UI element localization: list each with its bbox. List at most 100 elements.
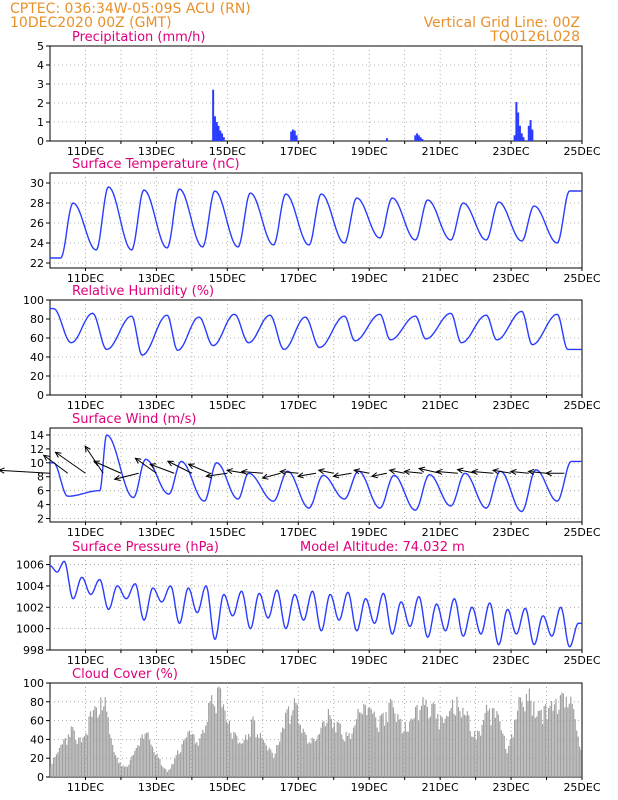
cloud-bar bbox=[506, 753, 508, 777]
precip-bar bbox=[527, 125, 530, 141]
cloud-bar bbox=[444, 718, 446, 777]
header-run-date: 10DEC2020 00Z (GMT) bbox=[10, 15, 172, 31]
wind-arrow-head bbox=[149, 463, 157, 469]
cloud-bar bbox=[502, 733, 504, 777]
y-tick-label: 2 bbox=[37, 513, 44, 526]
cloud-bar bbox=[89, 711, 92, 777]
cloud-bar bbox=[292, 710, 294, 777]
x-tick-label: 11DEC bbox=[67, 399, 104, 412]
panel-title: Surface Pressure (hPa) bbox=[72, 540, 219, 555]
wind-arrow-head bbox=[279, 468, 287, 476]
x-tick-label: 19DEC bbox=[351, 781, 388, 794]
y-tick-label: 5 bbox=[37, 40, 44, 53]
wind-arrow-head bbox=[545, 470, 552, 477]
cloud-bar bbox=[345, 731, 347, 777]
cloud-bar bbox=[154, 755, 157, 777]
cloud-bar bbox=[351, 733, 353, 777]
x-tick-label: 21DEC bbox=[422, 781, 459, 794]
x-tick-label: 25DEC bbox=[563, 781, 600, 794]
cloud-bar bbox=[206, 721, 208, 777]
wind-arrow bbox=[206, 472, 228, 477]
cloud-bar bbox=[316, 739, 318, 777]
cloud-bar bbox=[191, 733, 194, 777]
cloud-bar bbox=[469, 731, 471, 777]
cloud-bar bbox=[385, 712, 387, 777]
panel-2: Relative Humidity (%) 0 20 40 60 80 100 11DEC 13… bbox=[23, 284, 601, 412]
wind-arrow-head bbox=[509, 468, 517, 476]
x-tick-label: 19DEC bbox=[351, 654, 388, 667]
cloud-bar bbox=[82, 737, 84, 777]
cloud-bar bbox=[181, 744, 183, 777]
precip-bar bbox=[295, 135, 298, 141]
cloud-bar bbox=[493, 708, 495, 777]
cloud-bar bbox=[256, 734, 259, 777]
precip-bar bbox=[385, 138, 388, 141]
cloud-bar bbox=[197, 745, 199, 777]
cloud-bar bbox=[193, 734, 195, 777]
x-tick-label: 11DEC bbox=[67, 654, 104, 667]
cloud-bar bbox=[540, 709, 542, 777]
cloud-bar bbox=[151, 746, 154, 777]
cloud-bar bbox=[270, 749, 272, 777]
x-tick-label: 11DEC bbox=[67, 145, 104, 158]
header-grid-line: Vertical Grid Line: 00Z bbox=[423, 15, 580, 31]
cloud-bar bbox=[109, 734, 111, 777]
cloud-bar bbox=[248, 733, 250, 777]
cloud-bar bbox=[188, 730, 191, 777]
cloud-bar bbox=[146, 732, 148, 777]
cloud-bar bbox=[336, 721, 338, 777]
cloud-bar bbox=[531, 715, 533, 777]
wind-arrow bbox=[492, 469, 512, 474]
cloud-bar bbox=[453, 713, 455, 777]
cloud-bar bbox=[539, 710, 541, 777]
cloud-bar bbox=[401, 733, 403, 777]
x-tick-label: 17DEC bbox=[280, 272, 317, 285]
wind-arrow bbox=[333, 472, 352, 477]
wind-arrow-head bbox=[0, 467, 5, 474]
cloud-bar bbox=[249, 736, 251, 777]
cloud-bar bbox=[363, 703, 365, 777]
cloud-bar bbox=[91, 716, 93, 777]
cloud-bar bbox=[236, 735, 238, 777]
y-tick-label: 24 bbox=[30, 237, 44, 250]
cloud-bar bbox=[516, 710, 519, 777]
cloud-bar bbox=[160, 765, 163, 777]
cloud-bar bbox=[143, 738, 145, 777]
cloud-bar bbox=[215, 713, 217, 777]
cloud-bar bbox=[494, 717, 496, 777]
wind-arrow-head bbox=[388, 468, 396, 475]
cloud-bar bbox=[107, 717, 109, 777]
cloud-bar bbox=[556, 714, 559, 777]
cloud-bar bbox=[137, 745, 139, 777]
cloud-bar bbox=[73, 730, 75, 777]
cloud-bar bbox=[407, 731, 409, 777]
cloud-bar bbox=[503, 735, 505, 777]
x-tick-label: 15DEC bbox=[209, 654, 246, 667]
cloud-bar bbox=[361, 714, 363, 777]
cloud-bar bbox=[515, 719, 517, 777]
wind-arrow bbox=[262, 472, 281, 479]
cloud-bar bbox=[162, 767, 164, 777]
cloud-bar bbox=[450, 708, 452, 777]
cloud-bar bbox=[509, 739, 511, 777]
y-tick-label: 998 bbox=[23, 644, 44, 657]
cloud-bar bbox=[225, 721, 228, 777]
cloud-bar bbox=[187, 731, 189, 777]
cloud-bar bbox=[454, 715, 457, 777]
cloud-bar bbox=[239, 742, 241, 777]
cloud-bar bbox=[435, 718, 437, 777]
panel-title: Cloud Cover (%) bbox=[72, 667, 178, 682]
precip-bar bbox=[213, 116, 216, 141]
cloud-bar bbox=[273, 758, 275, 777]
cloud-bar bbox=[466, 711, 468, 777]
x-tick-label: 17DEC bbox=[280, 654, 317, 667]
cloud-bar bbox=[565, 696, 567, 777]
cloud-bar bbox=[95, 707, 97, 777]
cloud-bar bbox=[484, 713, 486, 777]
x-tick-label: 21DEC bbox=[422, 272, 459, 285]
cloud-bar bbox=[357, 708, 359, 777]
cloud-bar bbox=[208, 702, 210, 777]
cloud-bar bbox=[141, 734, 143, 777]
cloud-bar bbox=[342, 739, 344, 777]
